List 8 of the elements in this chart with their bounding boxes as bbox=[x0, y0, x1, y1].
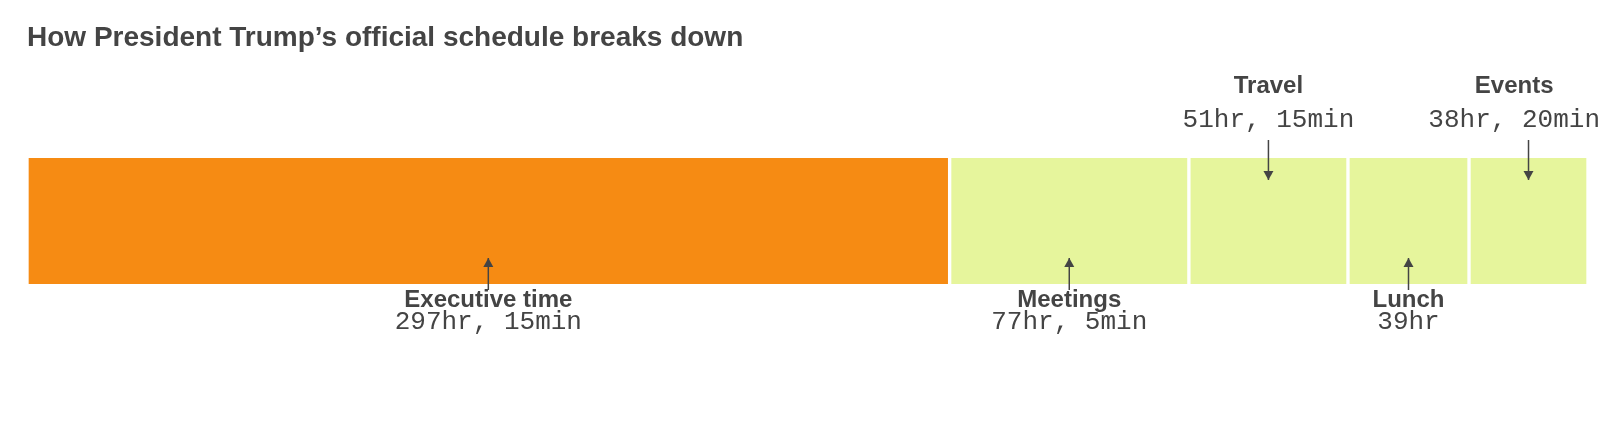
data-label: 38hr, 20min bbox=[1428, 104, 1601, 135]
text: Events bbox=[1474, 70, 1554, 98]
series-label: Meetings bbox=[1017, 284, 1122, 312]
data-label: 39hr bbox=[1377, 306, 1440, 337]
chart-title: How President Trump’s official schedule breaks down bbox=[27, 20, 744, 52]
text: Travel bbox=[1233, 70, 1304, 98]
data-label: 51hr, 15min bbox=[1182, 104, 1355, 135]
data-label: 297hr, 15min bbox=[394, 306, 582, 337]
